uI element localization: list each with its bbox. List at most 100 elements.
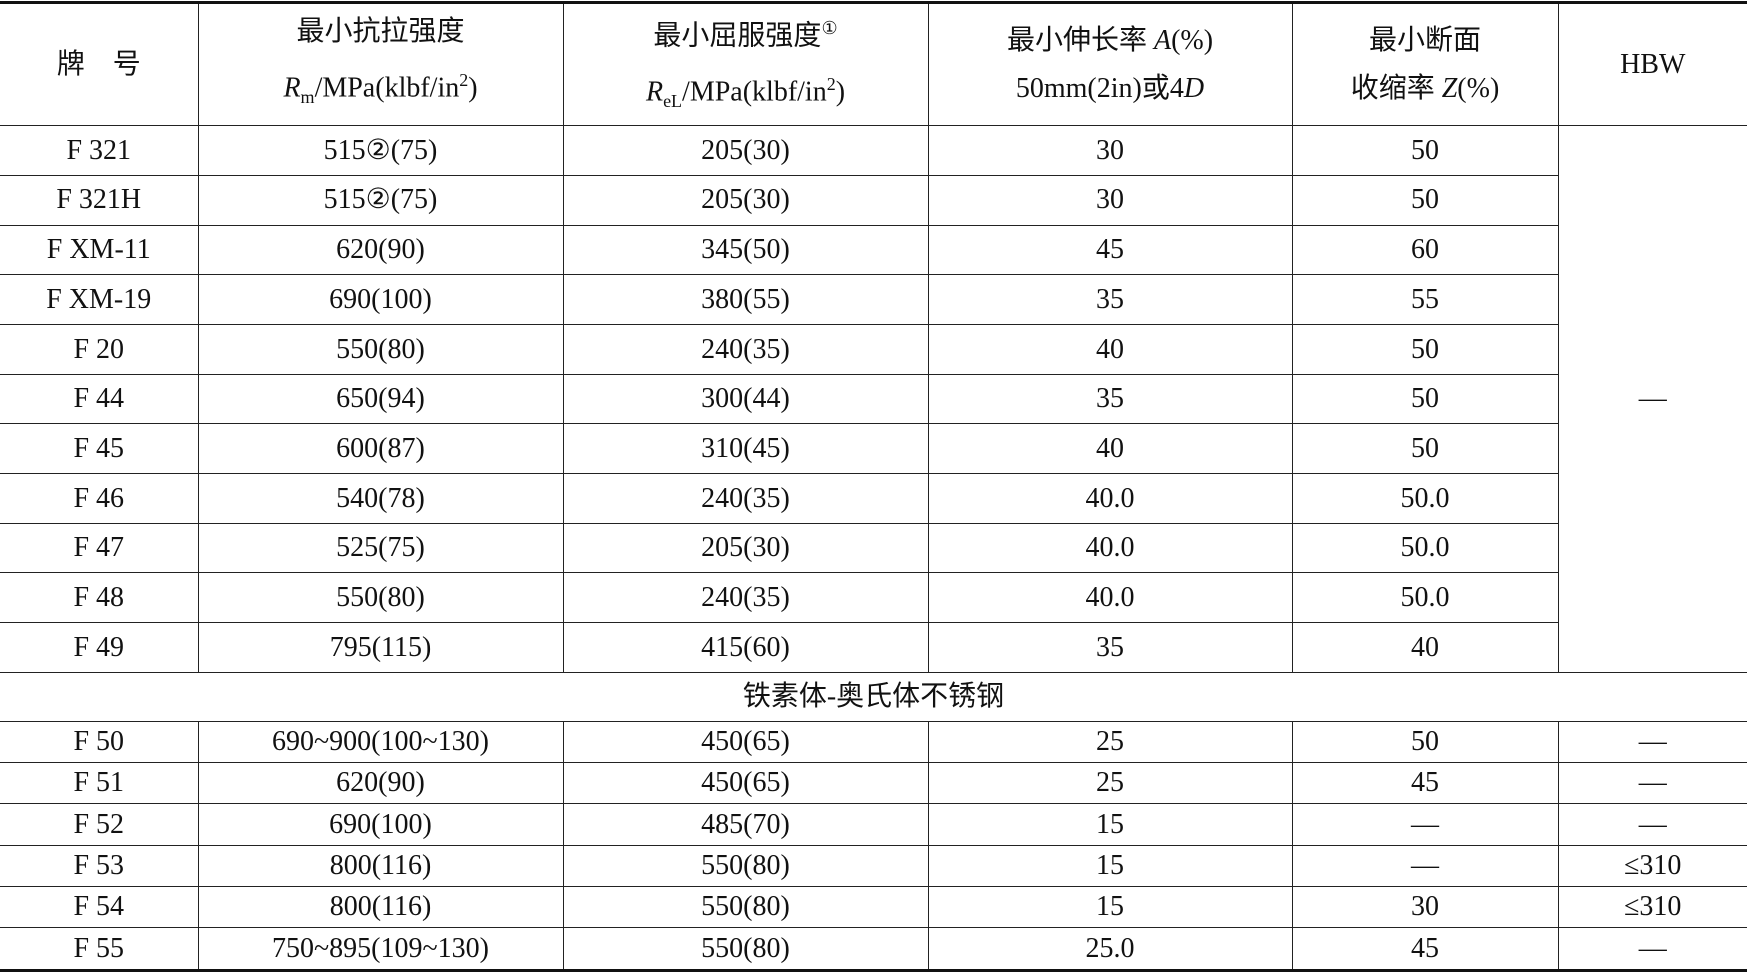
header-text: (%) [1457, 73, 1499, 104]
cell: 25.0 [928, 928, 1292, 970]
cell: F 55 [0, 928, 198, 970]
cell: 550(80) [198, 325, 563, 375]
cell: 40 [928, 325, 1292, 375]
cell: 45 [928, 225, 1292, 275]
header-text: m [301, 87, 315, 107]
cell: 35 [928, 623, 1292, 673]
cell: F 20 [0, 325, 198, 375]
cell: 30 [928, 126, 1292, 176]
cell: 40.0 [928, 474, 1292, 524]
cell: 550(80) [563, 887, 928, 928]
header-cell: 最小断面收缩率 Z(%) [1292, 3, 1558, 126]
cell: 690(100) [198, 804, 563, 845]
cell: F 51 [0, 763, 198, 804]
header-text: Z [1442, 73, 1458, 104]
cell: 240(35) [563, 573, 928, 623]
cell: ≤310 [1558, 845, 1747, 886]
cell: 15 [928, 804, 1292, 845]
cell: 800(116) [198, 845, 563, 886]
cell: 50 [1292, 374, 1558, 424]
cell: 690(100) [198, 275, 563, 325]
cell: 380(55) [563, 275, 928, 325]
header-text: 最小屈服强度 [653, 20, 821, 51]
cell: 55 [1292, 275, 1558, 325]
header-text: 最小伸长率 [1007, 25, 1154, 56]
cell: F 52 [0, 804, 198, 845]
header-text: /MPa(klbf/in [682, 77, 827, 108]
cell: F 50 [0, 721, 198, 762]
cell: — [1292, 804, 1558, 845]
cell: 450(65) [563, 721, 928, 762]
cell: F 45 [0, 424, 198, 474]
cell: 205(30) [563, 126, 928, 176]
header-text: ① [821, 18, 837, 38]
cell: — [1558, 721, 1747, 762]
cell: 60 [1292, 225, 1558, 275]
cell: 45 [1292, 763, 1558, 804]
header-text: ) [836, 77, 845, 108]
cell: 40.0 [928, 523, 1292, 573]
cell: 300(44) [563, 374, 928, 424]
cell: 620(90) [198, 225, 563, 275]
cell: F 47 [0, 523, 198, 573]
cell: 50 [1292, 325, 1558, 375]
cell: F 321 [0, 126, 198, 176]
cell: 525(75) [198, 523, 563, 573]
cell: 15 [928, 887, 1292, 928]
cell: 25 [928, 763, 1292, 804]
header-text: 2 [459, 70, 468, 90]
hbw-merged-cell: — [1558, 126, 1747, 673]
header-line: 牌 号 [0, 41, 198, 89]
cell: 550(80) [563, 845, 928, 886]
cell: 40 [1292, 623, 1558, 673]
header-line: HBW [1559, 41, 1747, 89]
cell: F XM-11 [0, 225, 198, 275]
header-text: R [283, 72, 300, 103]
header-text: 最小抗拉强度 [296, 16, 464, 47]
cell: — [1558, 804, 1747, 845]
cell: 240(35) [563, 325, 928, 375]
header-cell: 最小抗拉强度 Rm/MPa(klbf/in2) [198, 3, 563, 126]
cell: F 46 [0, 474, 198, 524]
cell: 550(80) [563, 928, 928, 970]
header-text: /MPa(klbf/in [315, 72, 460, 103]
cell: 800(116) [198, 887, 563, 928]
header-line: 收缩率 Z(%) [1293, 65, 1558, 113]
header-text: R [646, 77, 663, 108]
cell: 35 [928, 275, 1292, 325]
cell: F 44 [0, 374, 198, 424]
cell: — [1558, 763, 1747, 804]
cell: 40.0 [928, 573, 1292, 623]
cell: 45 [1292, 928, 1558, 970]
cell: 515②(75) [198, 126, 563, 176]
header-cell: 最小伸长率 A(%)50mm(2in)或4D [928, 3, 1292, 126]
cell: 50 [1292, 424, 1558, 474]
section-title: 铁素体-奥氏体不锈钢 [0, 672, 1747, 721]
cell: 50 [1292, 721, 1558, 762]
header-text: A [1154, 25, 1171, 56]
header-line: 最小抗拉强度 [199, 8, 563, 56]
header-text: ) [468, 72, 477, 103]
header-text: (%) [1171, 25, 1213, 56]
header-cell: HBW [1558, 3, 1747, 126]
cell: F XM-19 [0, 275, 198, 325]
cell: F 53 [0, 845, 198, 886]
cell: F 48 [0, 573, 198, 623]
header-text: 收缩率 [1351, 73, 1442, 104]
cell: 690~900(100~130) [198, 721, 563, 762]
cell: 620(90) [198, 763, 563, 804]
